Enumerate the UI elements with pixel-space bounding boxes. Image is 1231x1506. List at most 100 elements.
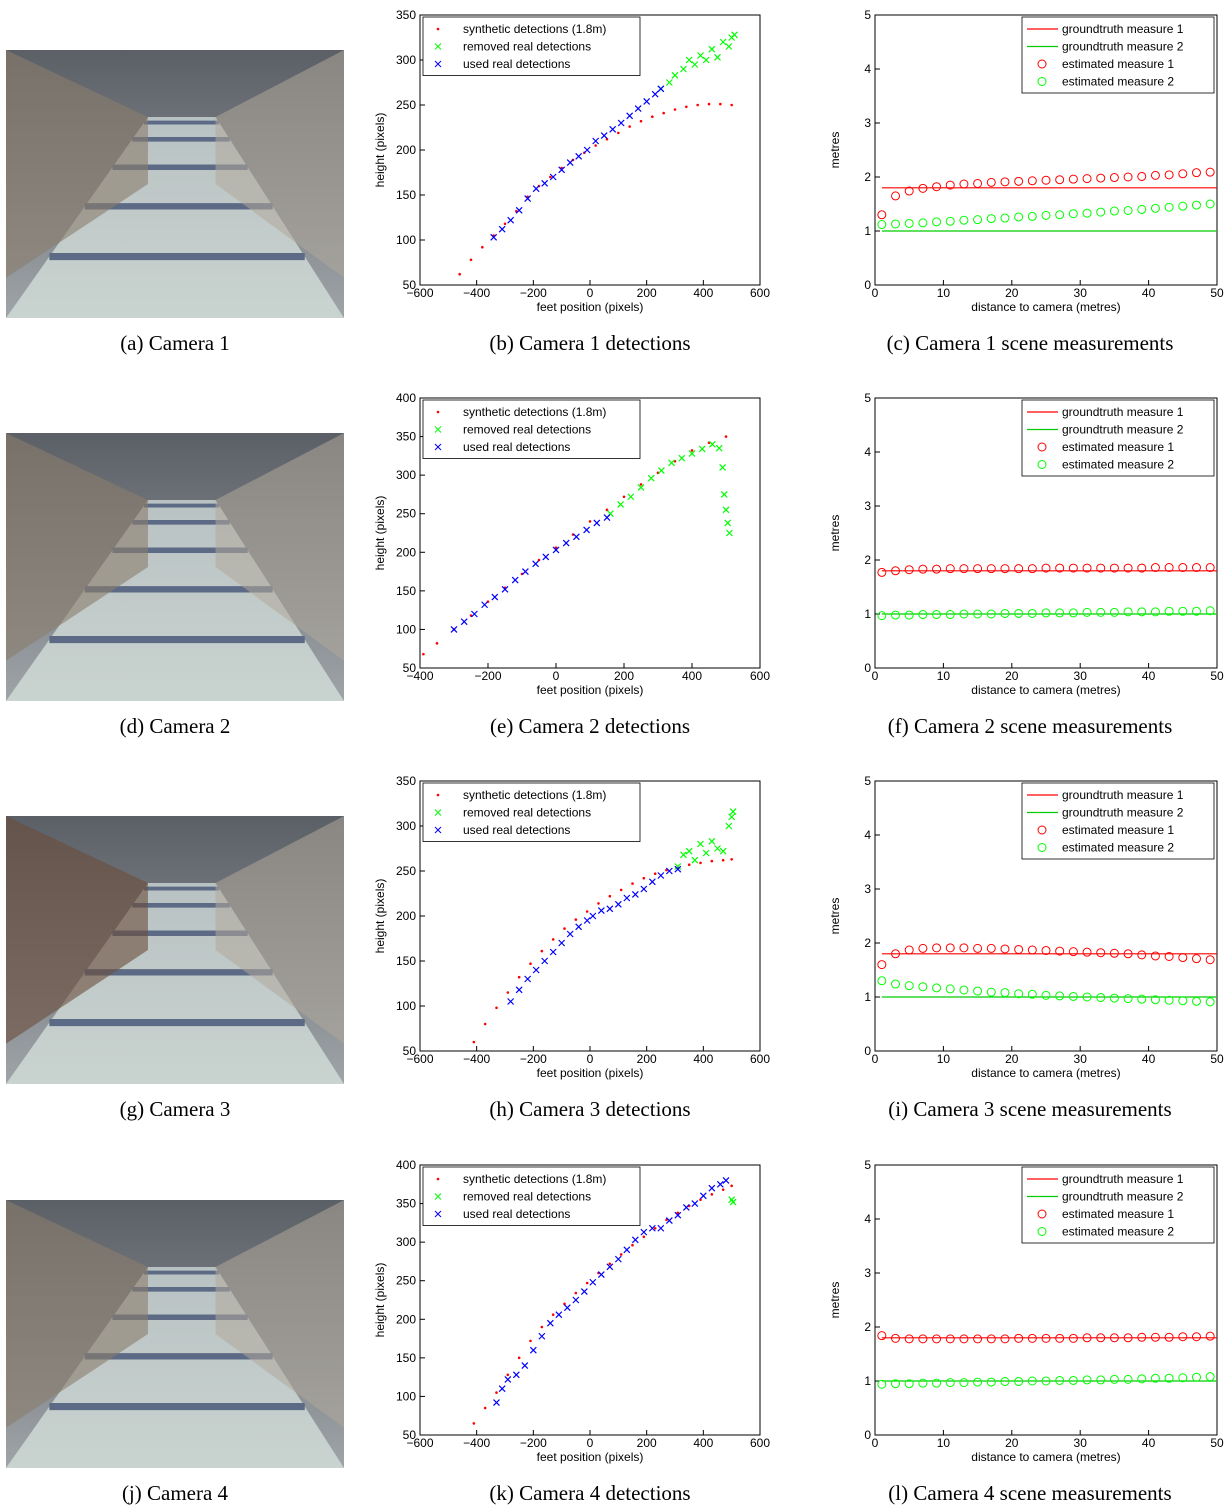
- chart-caption: (i) Camera 3 scene measurements: [888, 1097, 1171, 1121]
- point: [1027, 176, 1037, 186]
- y-tick-label: 100: [396, 999, 416, 1013]
- y-tick-label: 200: [396, 909, 416, 923]
- chart-caption: (h) Camera 3 detections: [489, 1097, 690, 1121]
- point: [1068, 209, 1078, 219]
- point: [1178, 1373, 1188, 1383]
- point: [1137, 563, 1147, 573]
- point: [1123, 949, 1133, 959]
- point: [699, 1198, 702, 1202]
- point: [597, 1271, 605, 1278]
- point: [503, 222, 507, 226]
- point: [521, 1362, 529, 1369]
- x-tick-label: 30: [1074, 669, 1088, 683]
- legend-swatch: [1037, 460, 1047, 469]
- chart-caption: (e) Camera 2 detections: [490, 714, 690, 738]
- y-tick-label: 350: [396, 774, 416, 788]
- point: [932, 610, 942, 620]
- x-tick-label: −600: [406, 286, 433, 300]
- x-tick-label: −400: [463, 286, 490, 300]
- point: [1055, 175, 1065, 185]
- y-tick-label: 250: [396, 98, 416, 112]
- point: [1041, 1333, 1051, 1343]
- x-tick-label: 20: [1005, 1436, 1019, 1450]
- legend-label: removed real detections: [463, 423, 591, 437]
- legend-swatch: [1037, 59, 1047, 69]
- legend-swatch: [434, 60, 442, 68]
- point: [606, 1263, 614, 1271]
- point: [1000, 564, 1010, 574]
- y-tick-label: 250: [396, 1274, 416, 1288]
- point: [918, 183, 928, 193]
- point: [642, 1235, 646, 1239]
- point: [1014, 989, 1024, 999]
- y-tick-label: 2: [864, 1320, 871, 1334]
- photo-floor: [6, 117, 344, 318]
- y-tick-label: 200: [396, 545, 416, 559]
- point: [546, 1319, 554, 1327]
- point: [904, 186, 914, 196]
- y-tick-label: 300: [396, 468, 416, 482]
- point: [674, 863, 682, 870]
- legend-label: groundtruth measure 1: [1062, 22, 1184, 36]
- point: [552, 546, 560, 554]
- y-tick-label: 150: [396, 954, 416, 968]
- point: [708, 45, 716, 53]
- x-tick-label: 10: [937, 1436, 951, 1450]
- point: [541, 957, 549, 965]
- point: [1096, 1333, 1106, 1343]
- y-tick-label: 1: [864, 990, 871, 1004]
- point: [589, 912, 597, 920]
- point: [495, 1006, 498, 1010]
- point: [1150, 951, 1160, 961]
- point: [685, 56, 693, 64]
- y-tick-label: 2: [864, 553, 871, 567]
- point: [986, 1334, 996, 1344]
- point: [1164, 995, 1174, 1005]
- point: [904, 945, 914, 955]
- point: [685, 105, 688, 109]
- point: [1027, 1333, 1037, 1343]
- point: [945, 1378, 955, 1388]
- point: [725, 529, 733, 537]
- point: [1178, 996, 1188, 1006]
- point: [891, 979, 901, 989]
- y-tick-label: 150: [396, 188, 416, 202]
- point: [1164, 606, 1174, 616]
- point: [673, 108, 677, 111]
- y-tick-label: 4: [864, 62, 871, 76]
- point: [1000, 1377, 1010, 1387]
- point: [986, 177, 996, 187]
- x-axis-label: distance to camera (metres): [971, 300, 1120, 314]
- x-tick-label: 10: [937, 1052, 951, 1066]
- point: [707, 102, 711, 106]
- y-tick-label: 150: [396, 1351, 416, 1365]
- y-tick-label: 250: [396, 507, 416, 521]
- point: [1150, 607, 1160, 617]
- point: [730, 103, 733, 107]
- point: [1041, 175, 1051, 185]
- x-tick-label: −600: [406, 1436, 433, 1450]
- point: [460, 618, 468, 626]
- chart: 0 10 20 30 40 50 0 1 2 3 4 5 distance to camera (met…: [828, 1158, 1224, 1505]
- point: [877, 220, 887, 230]
- point: [504, 1376, 512, 1383]
- point: [986, 214, 996, 224]
- legend-label: estimated measure 1: [1062, 440, 1174, 454]
- x-tick-label: 40: [1142, 1052, 1156, 1066]
- point: [986, 1377, 996, 1387]
- legend: synthetic detections (1.8m) removed real …: [422, 1166, 641, 1226]
- photo-floor: [6, 883, 344, 1084]
- point: [562, 539, 570, 547]
- point: [891, 1379, 901, 1389]
- x-tick-label: 0: [872, 1052, 879, 1066]
- point: [1082, 607, 1092, 617]
- point: [1205, 606, 1215, 616]
- point: [1055, 1375, 1065, 1385]
- x-axis-label: feet position (pixels): [537, 300, 644, 314]
- chart-caption: (k) Camera 4 detections: [489, 1481, 690, 1505]
- x-tick-label: 50: [1210, 1052, 1224, 1066]
- photo-shop: [215, 816, 344, 1044]
- point: [932, 1334, 942, 1344]
- photo: [6, 433, 344, 701]
